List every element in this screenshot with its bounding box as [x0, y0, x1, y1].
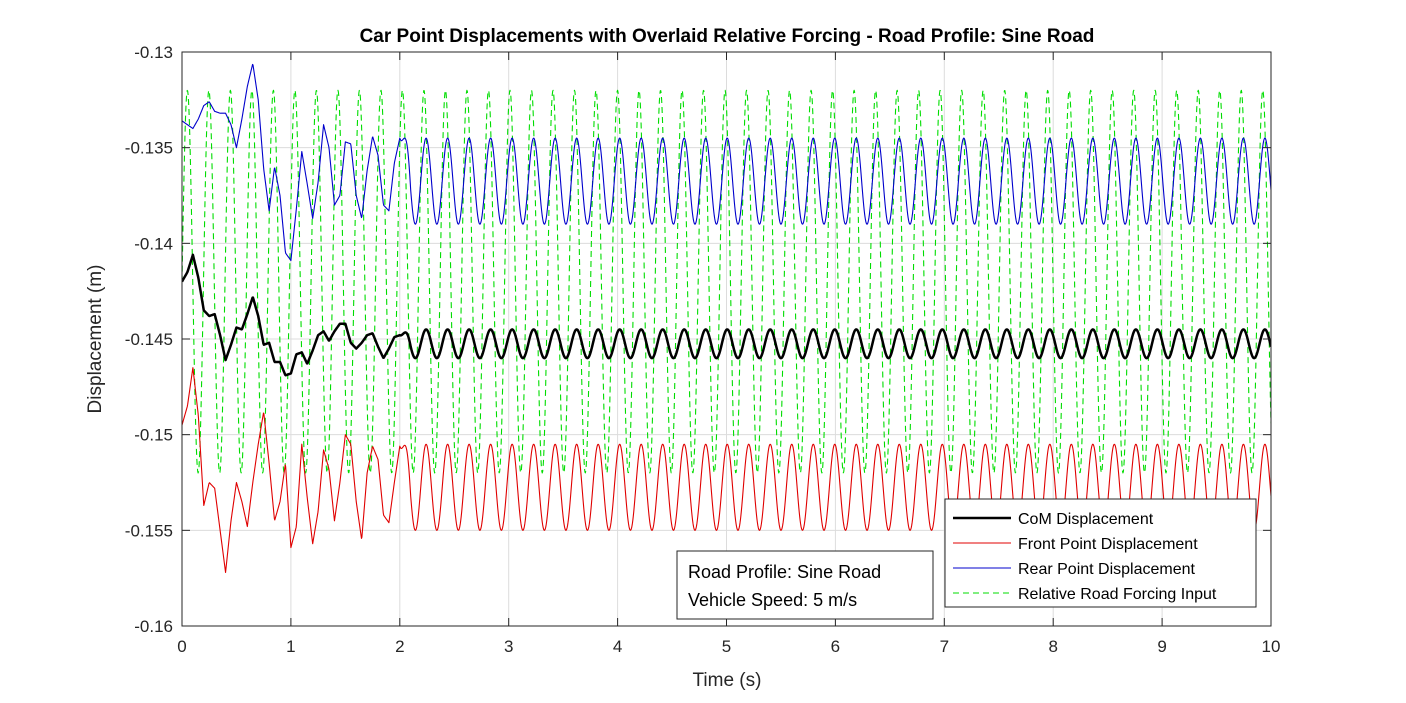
annotation-line-speed: Vehicle Speed: 5 m/s	[688, 590, 857, 610]
y-tick-label: -0.14	[134, 234, 173, 253]
legend-item-forcing-label: Relative Road Forcing Input	[1018, 586, 1217, 603]
y-axis-label: Displacement (m)	[85, 265, 106, 414]
y-tick-labels: -0.13 -0.135 -0.14 -0.145 -0.15 -0.155 -0.16	[125, 43, 173, 636]
chart-title: Car Point Displacements with Overlaid Re…	[360, 26, 1095, 47]
legend-item-com-label: CoM Displacement	[1018, 511, 1154, 528]
x-tick-label: 8	[1048, 637, 1057, 656]
x-tick-label: 2	[395, 637, 404, 656]
y-tick-label: -0.155	[125, 521, 173, 540]
legend: CoM Displacement Front Point Displacement…	[944, 498, 1257, 608]
x-tick-label: 6	[831, 637, 840, 656]
x-tick-label: 9	[1157, 637, 1166, 656]
series-line-com	[182, 253, 1271, 377]
series-line-front	[182, 367, 1271, 573]
x-tick-label: 5	[722, 637, 731, 656]
y-tick-label: -0.145	[125, 330, 173, 349]
series-line-forcing	[182, 89, 1271, 474]
legend-item-rear-label: Rear Point Displacement	[1018, 561, 1196, 578]
x-tick-label: 0	[177, 637, 186, 656]
y-tick-label: -0.16	[134, 617, 173, 636]
series-line-rear	[182, 63, 1271, 262]
ticks	[181, 51, 1272, 627]
annotation-line-road: Road Profile: Sine Road	[688, 562, 881, 582]
y-tick-label: -0.15	[134, 426, 173, 445]
x-tick-label: 7	[940, 637, 949, 656]
x-tick-label: 1	[286, 637, 295, 656]
y-tick-label: -0.13	[134, 43, 173, 62]
annotation-frame	[676, 550, 934, 620]
annotation-box: Road Profile: Sine Road Vehicle Speed: 5…	[676, 550, 934, 620]
legend-item-front-label: Front Point Displacement	[1018, 536, 1198, 553]
series-layer	[182, 63, 1271, 573]
x-tick-labels: 0 1 2 3 4 5 6 7 8 9 10	[177, 637, 1280, 656]
x-tick-label: 3	[504, 637, 513, 656]
x-axis-label: Time (s)	[693, 670, 762, 691]
x-tick-label: 10	[1262, 637, 1281, 656]
x-tick-label: 4	[613, 637, 622, 656]
y-tick-label: -0.135	[125, 139, 173, 158]
